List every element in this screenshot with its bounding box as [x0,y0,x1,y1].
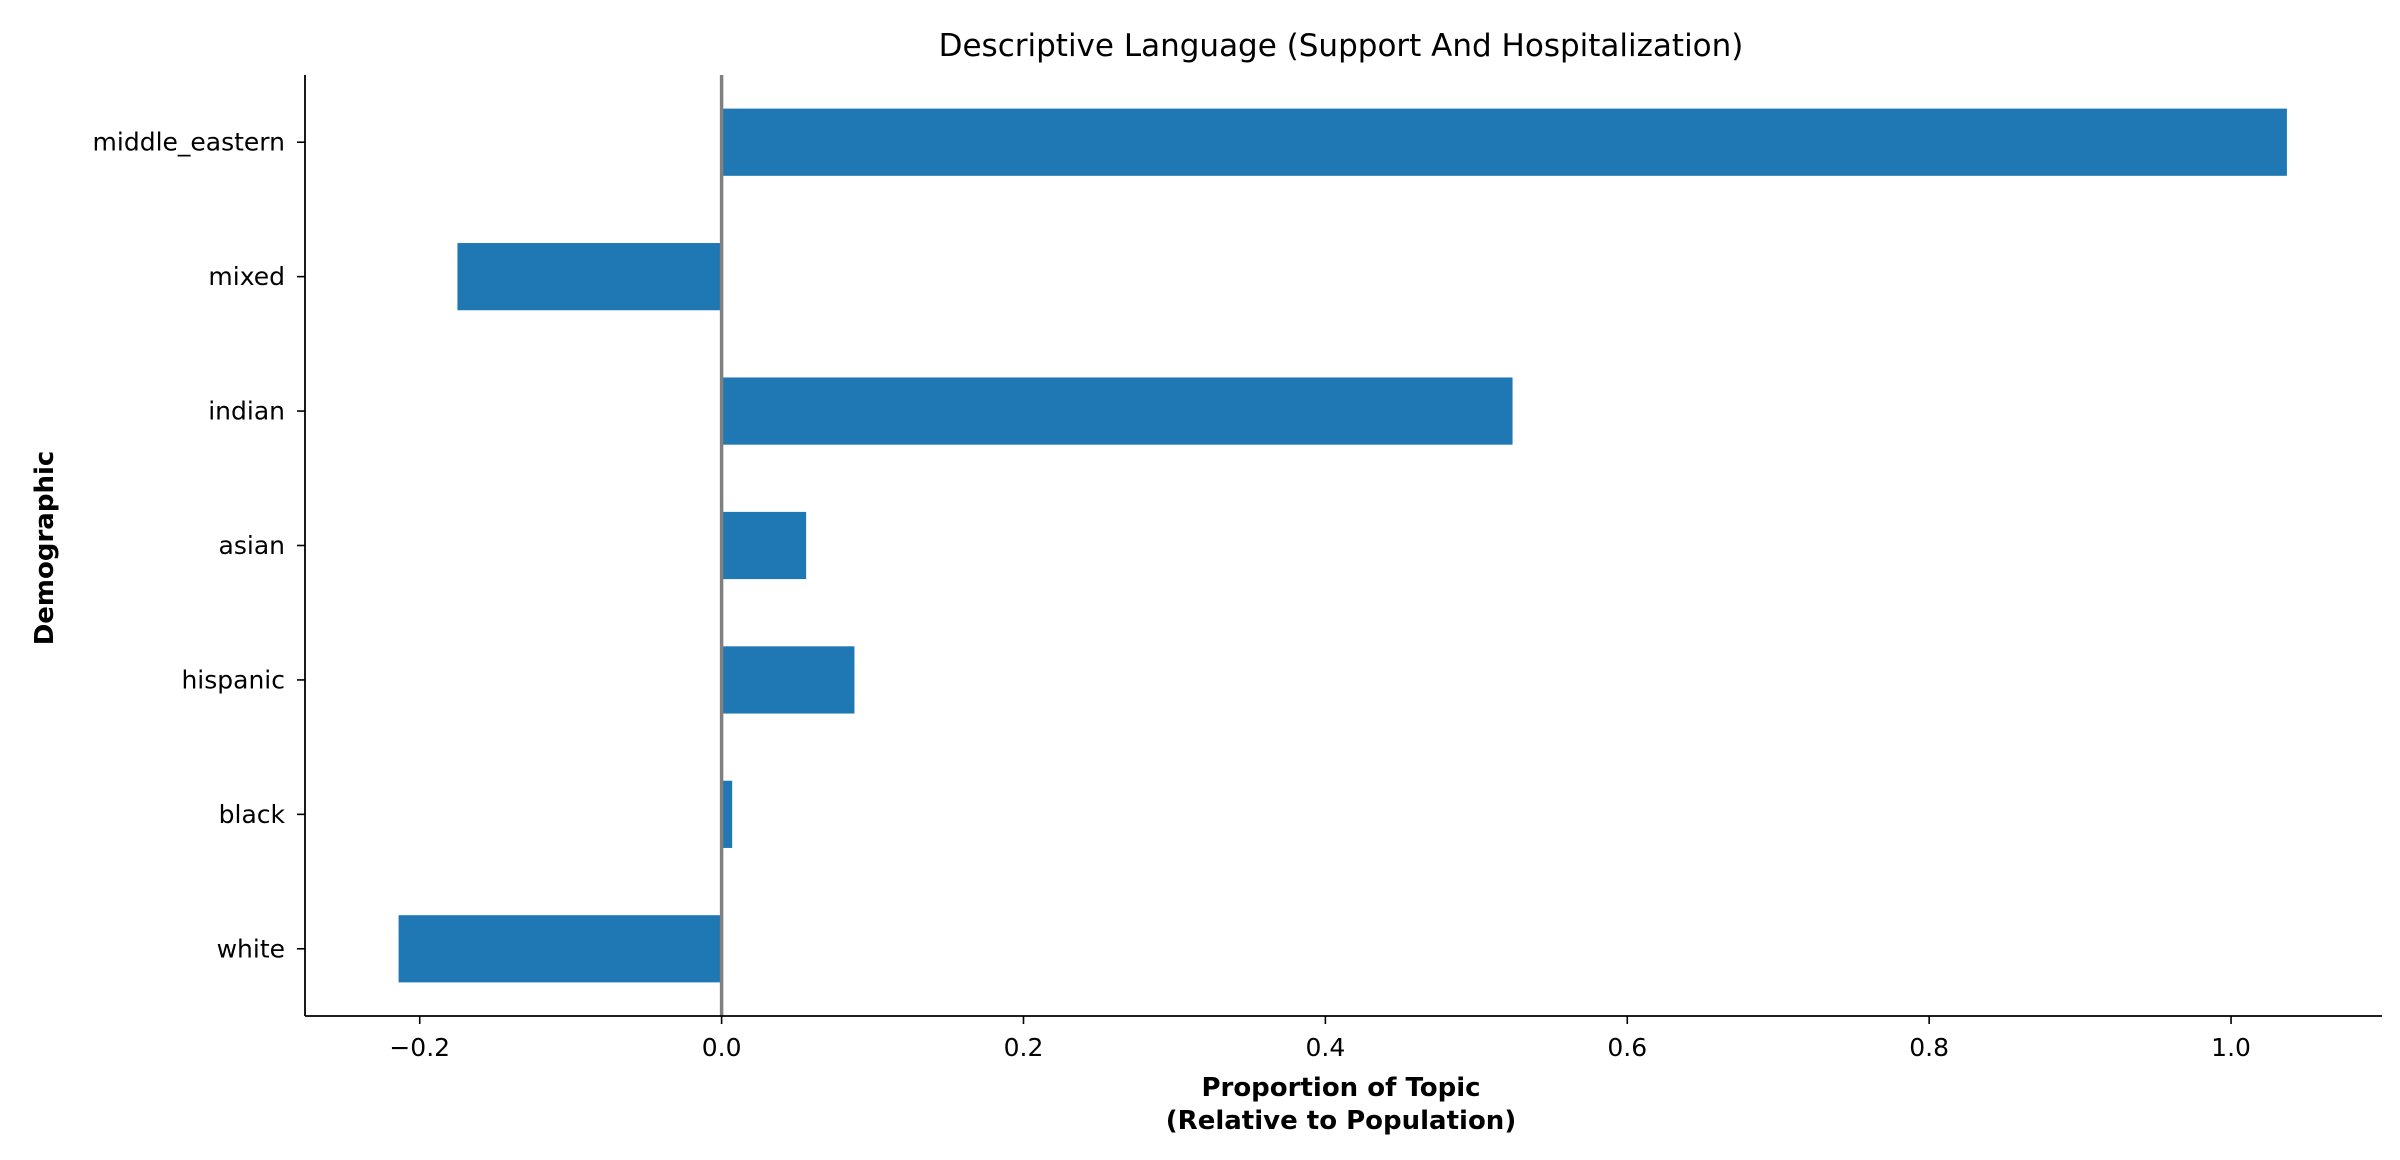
x-tick-label: 1.0 [2211,1033,2251,1062]
x-tick-label: −0.2 [389,1033,450,1062]
text-layer: Descriptive Language (Support And Hospit… [30,28,2251,1136]
bar-mixed [457,243,722,311]
y-tick-label-asian: asian [219,531,285,560]
x-tick-label: 0.0 [702,1033,742,1062]
bar-white [398,915,722,983]
bar-asian [721,511,807,580]
x-tick-label: 0.8 [1909,1033,1949,1062]
bar-black [721,780,733,848]
bar-middle_eastern [721,108,2287,176]
bar-indian [721,377,1513,445]
y-tick-label-white: white [217,934,285,963]
axes-layer [297,75,2382,1024]
x-axis-label-line-1: Proportion of Topic [1201,1073,1480,1103]
x-axis-label-line-2: (Relative to Population) [1166,1106,1516,1136]
y-tick-label-mixed: mixed [208,262,285,291]
bar-hispanic [721,646,855,714]
y-tick-label-indian: indian [208,397,285,426]
x-tick-label: 0.2 [1004,1033,1044,1062]
y-tick-label-middle_eastern: middle_eastern [93,128,285,157]
x-tick-label: 0.4 [1306,1033,1346,1062]
y-tick-label-hispanic: hispanic [181,665,285,694]
bars-layer [398,108,2287,983]
x-tick-label: 0.6 [1607,1033,1647,1062]
y-tick-label-black: black [219,800,286,829]
y-axis-label: Demographic [30,451,60,646]
chart-title: Descriptive Language (Support And Hospit… [939,28,1744,64]
